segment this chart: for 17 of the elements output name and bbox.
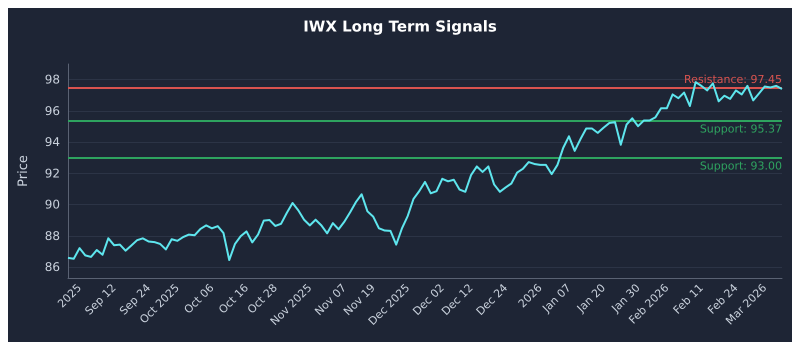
y-tick-label: 94 — [44, 135, 60, 150]
y-tick-label: 92 — [44, 166, 60, 180]
y-tick-label: 96 — [44, 104, 60, 118]
x-tick-label: Oct 06 — [182, 281, 217, 316]
x-tick-label: Sep 12 — [82, 281, 119, 318]
y-tick-label: 88 — [44, 228, 60, 243]
x-tick-label: Jan 20 — [574, 281, 608, 316]
ref-line-label: Resistance: 97.45 — [684, 73, 782, 86]
ref-line-label: Support: 93.00 — [700, 160, 782, 173]
y-tick-label: 86 — [44, 260, 60, 274]
y-axis-title: Price — [16, 155, 31, 187]
ref-line-label: Support: 95.37 — [700, 122, 782, 136]
chart-title: IWX Long Term Signals — [303, 18, 497, 36]
x-tick-label: Dec 24 — [474, 281, 510, 318]
y-tick-label: 98 — [44, 72, 60, 87]
y-tick-label: 90 — [44, 198, 60, 212]
x-tick-label: Feb 11 — [670, 281, 706, 317]
